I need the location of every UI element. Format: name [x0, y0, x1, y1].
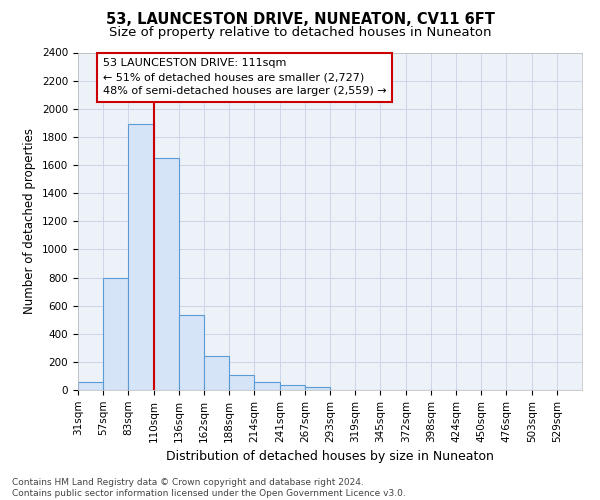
Bar [179, 315, 204, 390]
Bar [305, 387, 330, 390]
Bar [154, 158, 179, 390]
Bar [128, 124, 154, 390]
X-axis label: Distribution of detached houses by size in Nuneaton: Distribution of detached houses by size … [166, 450, 494, 463]
Text: 53, LAUNCESTON DRIVE, NUNEATON, CV11 6FT: 53, LAUNCESTON DRIVE, NUNEATON, CV11 6FT [106, 12, 494, 28]
Y-axis label: Number of detached properties: Number of detached properties [23, 128, 37, 314]
Text: 53 LAUNCESTON DRIVE: 111sqm
← 51% of detached houses are smaller (2,727)
48% of : 53 LAUNCESTON DRIVE: 111sqm ← 51% of det… [103, 58, 386, 96]
Bar [78, 382, 103, 390]
Bar [280, 385, 305, 390]
Text: Contains HM Land Registry data © Crown copyright and database right 2024.
Contai: Contains HM Land Registry data © Crown c… [12, 478, 406, 498]
Bar [204, 356, 229, 390]
Bar [103, 278, 128, 390]
Bar [229, 374, 254, 390]
Bar [254, 382, 280, 390]
Text: Size of property relative to detached houses in Nuneaton: Size of property relative to detached ho… [109, 26, 491, 39]
